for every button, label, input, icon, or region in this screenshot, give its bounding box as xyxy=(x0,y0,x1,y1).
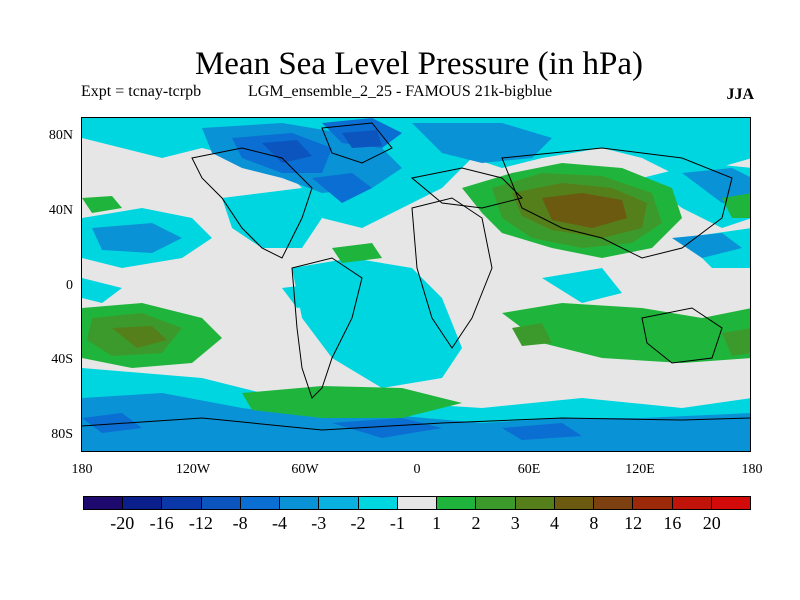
colorbar-swatch xyxy=(162,497,202,509)
colorbar-swatch xyxy=(672,497,712,509)
lat-label-40s: 40S xyxy=(51,352,73,367)
colorbar-swatch xyxy=(437,497,477,509)
colorbar-label: 12 xyxy=(624,513,643,533)
colorbar-swatch xyxy=(240,497,281,509)
colorbar-label: -3 xyxy=(311,513,327,533)
lon-label-0: 0 xyxy=(413,462,421,477)
lon-label-60e: 60E xyxy=(517,462,541,477)
colorbar-swatch xyxy=(201,497,241,509)
lon-label-60w: 60W xyxy=(291,462,319,477)
colorbar-swatch xyxy=(123,497,163,509)
colorbar-label: -12 xyxy=(188,513,213,533)
lon-label-180e: 180 xyxy=(741,462,763,477)
colorbar-label: 16 xyxy=(663,513,682,533)
anomaly-minus3-regions xyxy=(82,118,582,440)
lat-label-80s: 80S xyxy=(51,427,73,442)
lat-label-40n: 40N xyxy=(48,203,73,218)
colorbar-swatch xyxy=(319,497,359,509)
colorbar-label: -8 xyxy=(232,513,248,533)
colorbar-label: -2 xyxy=(350,513,366,533)
colorbar xyxy=(83,496,751,510)
experiment-label: Expt = tcnay-tcrpb xyxy=(81,83,202,100)
map-panel xyxy=(81,117,751,452)
colorbar-label: 3 xyxy=(510,513,520,533)
colorbar-label: 8 xyxy=(589,513,599,533)
lon-label-120e: 120E xyxy=(625,462,655,477)
colorbar-swatch xyxy=(84,497,124,509)
lon-label-180w: 180 xyxy=(71,462,93,477)
colorbar-label: 20 xyxy=(702,513,721,533)
colorbar-swatch xyxy=(594,497,634,509)
lat-label-80n: 80N xyxy=(48,128,73,143)
colorbar-label: -4 xyxy=(271,513,287,533)
colorbar-label: 4 xyxy=(550,513,560,533)
lon-label-120w: 120W xyxy=(175,462,211,477)
colorbar-label: 1 xyxy=(432,513,442,533)
anomaly-plus4-regions xyxy=(542,193,627,228)
colorbar-swatch xyxy=(358,497,398,509)
coastlines xyxy=(82,122,750,431)
ensemble-label: LGM_ensemble_2_25 - FAMOUS 21k-bigblue xyxy=(248,83,553,100)
colorbar-swatch xyxy=(554,497,595,509)
colorbar-swatch xyxy=(633,497,673,509)
plot-title: Mean Sea Level Pressure (in hPa) xyxy=(194,46,644,82)
colorbar-label: -16 xyxy=(149,513,174,533)
colorbar-swatch xyxy=(397,497,438,509)
pressure-map xyxy=(82,118,750,451)
anomaly-minus4-regions xyxy=(262,130,382,163)
colorbar-label: -20 xyxy=(110,513,135,533)
season-label: JJA xyxy=(726,86,754,103)
colorbar-label: -1 xyxy=(389,513,405,533)
colorbar-swatch xyxy=(711,497,750,509)
colorbar-label: 2 xyxy=(471,513,481,533)
lat-label-0: 0 xyxy=(66,278,73,293)
colorbar-swatch xyxy=(476,497,516,509)
colorbar-swatch xyxy=(280,497,320,509)
colorbar-swatch xyxy=(515,497,555,509)
